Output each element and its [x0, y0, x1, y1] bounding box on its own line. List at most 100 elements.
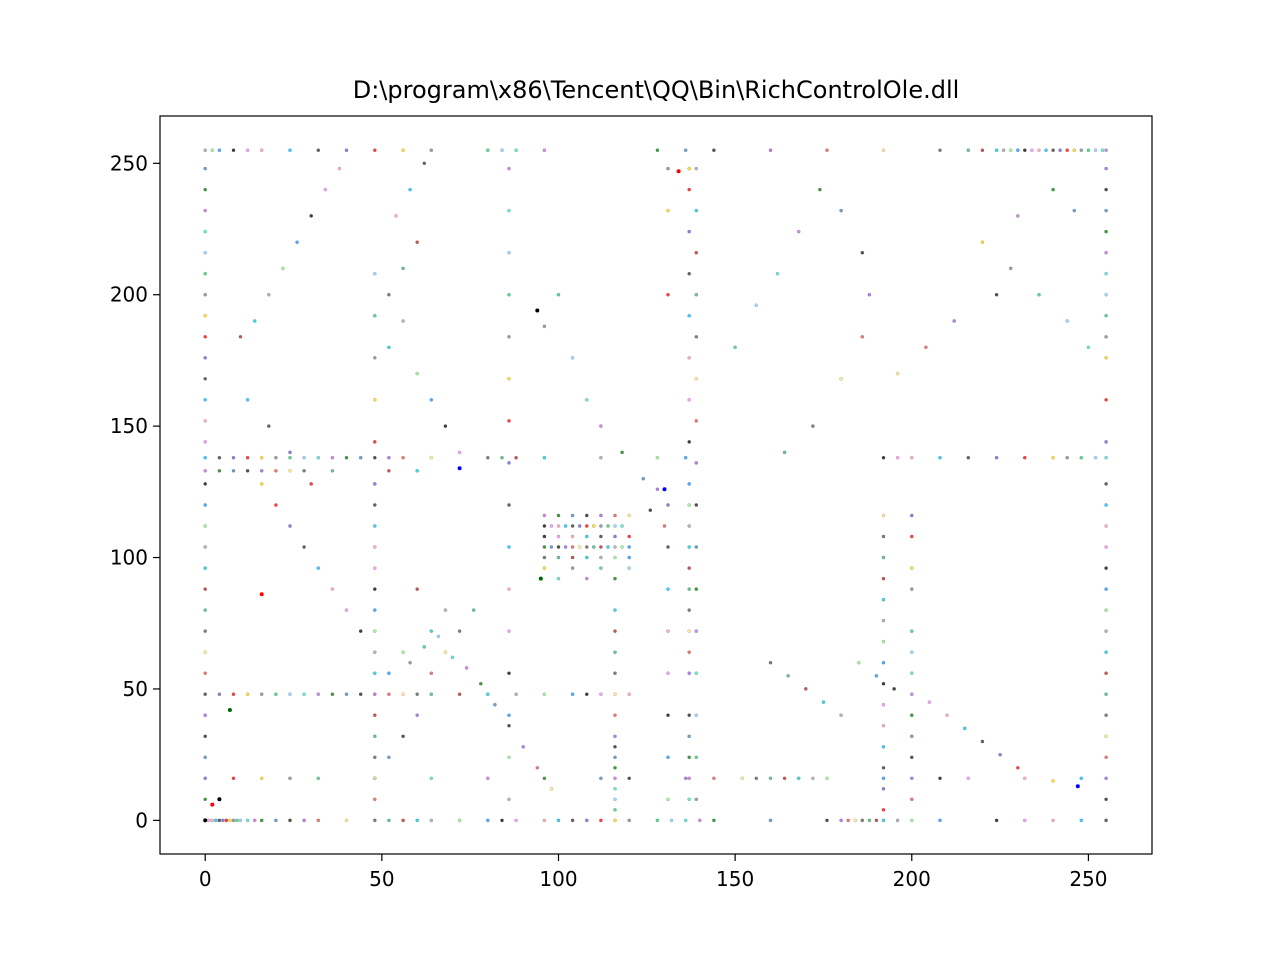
scatter-point: [694, 334, 699, 339]
scatter-point: [627, 818, 632, 823]
scatter-point: [1104, 692, 1108, 697]
scatter-point: [613, 576, 617, 581]
scatter-point: [821, 700, 826, 704]
scatter-point: [337, 166, 342, 171]
scatter-point: [613, 734, 617, 739]
scatter-point: [687, 187, 692, 192]
scatter-marks: [203, 148, 1108, 823]
scatter-point: [1015, 765, 1020, 770]
scatter-point: [500, 455, 504, 460]
scatter-point: [782, 776, 787, 781]
scatter-point: [881, 744, 886, 749]
scatter-point: [938, 455, 942, 460]
scatter-point: [323, 187, 328, 192]
scatter-point: [507, 797, 511, 802]
scatter-point: [570, 818, 575, 823]
scatter-point: [1051, 779, 1055, 783]
scatter-point: [372, 566, 377, 570]
scatter-point: [687, 734, 692, 739]
scatter-point: [881, 818, 886, 823]
scatter-point: [344, 148, 349, 153]
scatter-point: [994, 148, 999, 153]
scatter-point: [669, 818, 674, 823]
scatter-point: [584, 555, 589, 560]
scatter-point: [909, 587, 914, 591]
x-tick-label: 200: [893, 867, 931, 891]
scatter-point: [599, 524, 603, 528]
scatter-point: [570, 545, 575, 549]
scatter-point: [394, 214, 398, 218]
scatter-point: [683, 455, 688, 460]
scatter-point: [203, 334, 208, 339]
scatter-point: [786, 673, 790, 678]
scatter-point: [372, 271, 377, 276]
scatter-point: [372, 671, 377, 676]
scatter-point: [687, 503, 692, 507]
scatter-point: [591, 524, 596, 528]
scatter-point: [443, 424, 448, 428]
scatter-point: [450, 655, 455, 660]
scatter-point: [613, 818, 617, 823]
scatter-point: [687, 166, 692, 171]
scatter-point: [408, 187, 412, 192]
scatter-point: [881, 723, 886, 728]
scatter-point: [1044, 148, 1048, 153]
scatter-point: [655, 148, 660, 153]
scatter-point: [245, 468, 250, 473]
scatter-point: [288, 468, 292, 473]
scatter-point: [666, 503, 670, 507]
scatter-point: [288, 524, 292, 528]
scatter-point: [687, 566, 692, 570]
scatter-point: [549, 545, 554, 549]
scatter-point: [1065, 319, 1070, 323]
scatter-point: [507, 334, 511, 339]
scatter-point: [245, 397, 250, 402]
scatter-point: [213, 818, 218, 823]
scatter-point: [429, 776, 434, 781]
scatter-point: [478, 681, 483, 686]
scatter-point: [542, 566, 547, 570]
scatter-point: [203, 755, 208, 760]
scatter-point: [909, 713, 914, 718]
scatter-point: [274, 503, 278, 507]
scatter-point: [203, 545, 208, 549]
scatter-point: [613, 776, 617, 781]
scatter-point: [694, 545, 699, 549]
scatter-point: [401, 818, 405, 823]
scatter-point: [881, 513, 886, 518]
scatter-point: [687, 797, 692, 802]
scatter-point: [839, 713, 843, 718]
scatter-point: [796, 229, 801, 234]
scatter-point: [909, 734, 914, 739]
scatter-point: [666, 208, 670, 213]
scatter-point: [909, 534, 914, 539]
scatter-point: [485, 692, 490, 697]
scatter-point: [203, 229, 208, 234]
y-tick-label: 250: [110, 151, 148, 175]
scatter-point: [613, 786, 617, 791]
scatter-point: [839, 208, 843, 213]
scatter-point: [613, 534, 617, 539]
scatter-point: [666, 292, 670, 297]
scatter-point: [203, 713, 208, 718]
scatter-point: [295, 240, 299, 245]
scatter-point: [206, 818, 211, 823]
scatter-point: [203, 187, 208, 192]
scatter-point: [203, 482, 208, 486]
scatter-point: [666, 755, 670, 760]
scatter-point: [372, 734, 377, 739]
scatter-point: [694, 208, 699, 213]
scatter-point: [687, 608, 692, 612]
scatter-point: [662, 524, 667, 528]
scatter-point: [627, 513, 632, 518]
scatter-point: [372, 629, 377, 633]
scatter-point: [909, 755, 914, 760]
scatter-point: [1079, 818, 1084, 823]
scatter-point: [372, 755, 377, 760]
scatter-point: [203, 292, 208, 297]
scatter-point: [542, 818, 547, 823]
scatter-point-highlight: [676, 169, 681, 174]
scatter-point: [203, 524, 208, 528]
scatter-point: [330, 692, 335, 697]
scatter-point: [1079, 455, 1084, 460]
